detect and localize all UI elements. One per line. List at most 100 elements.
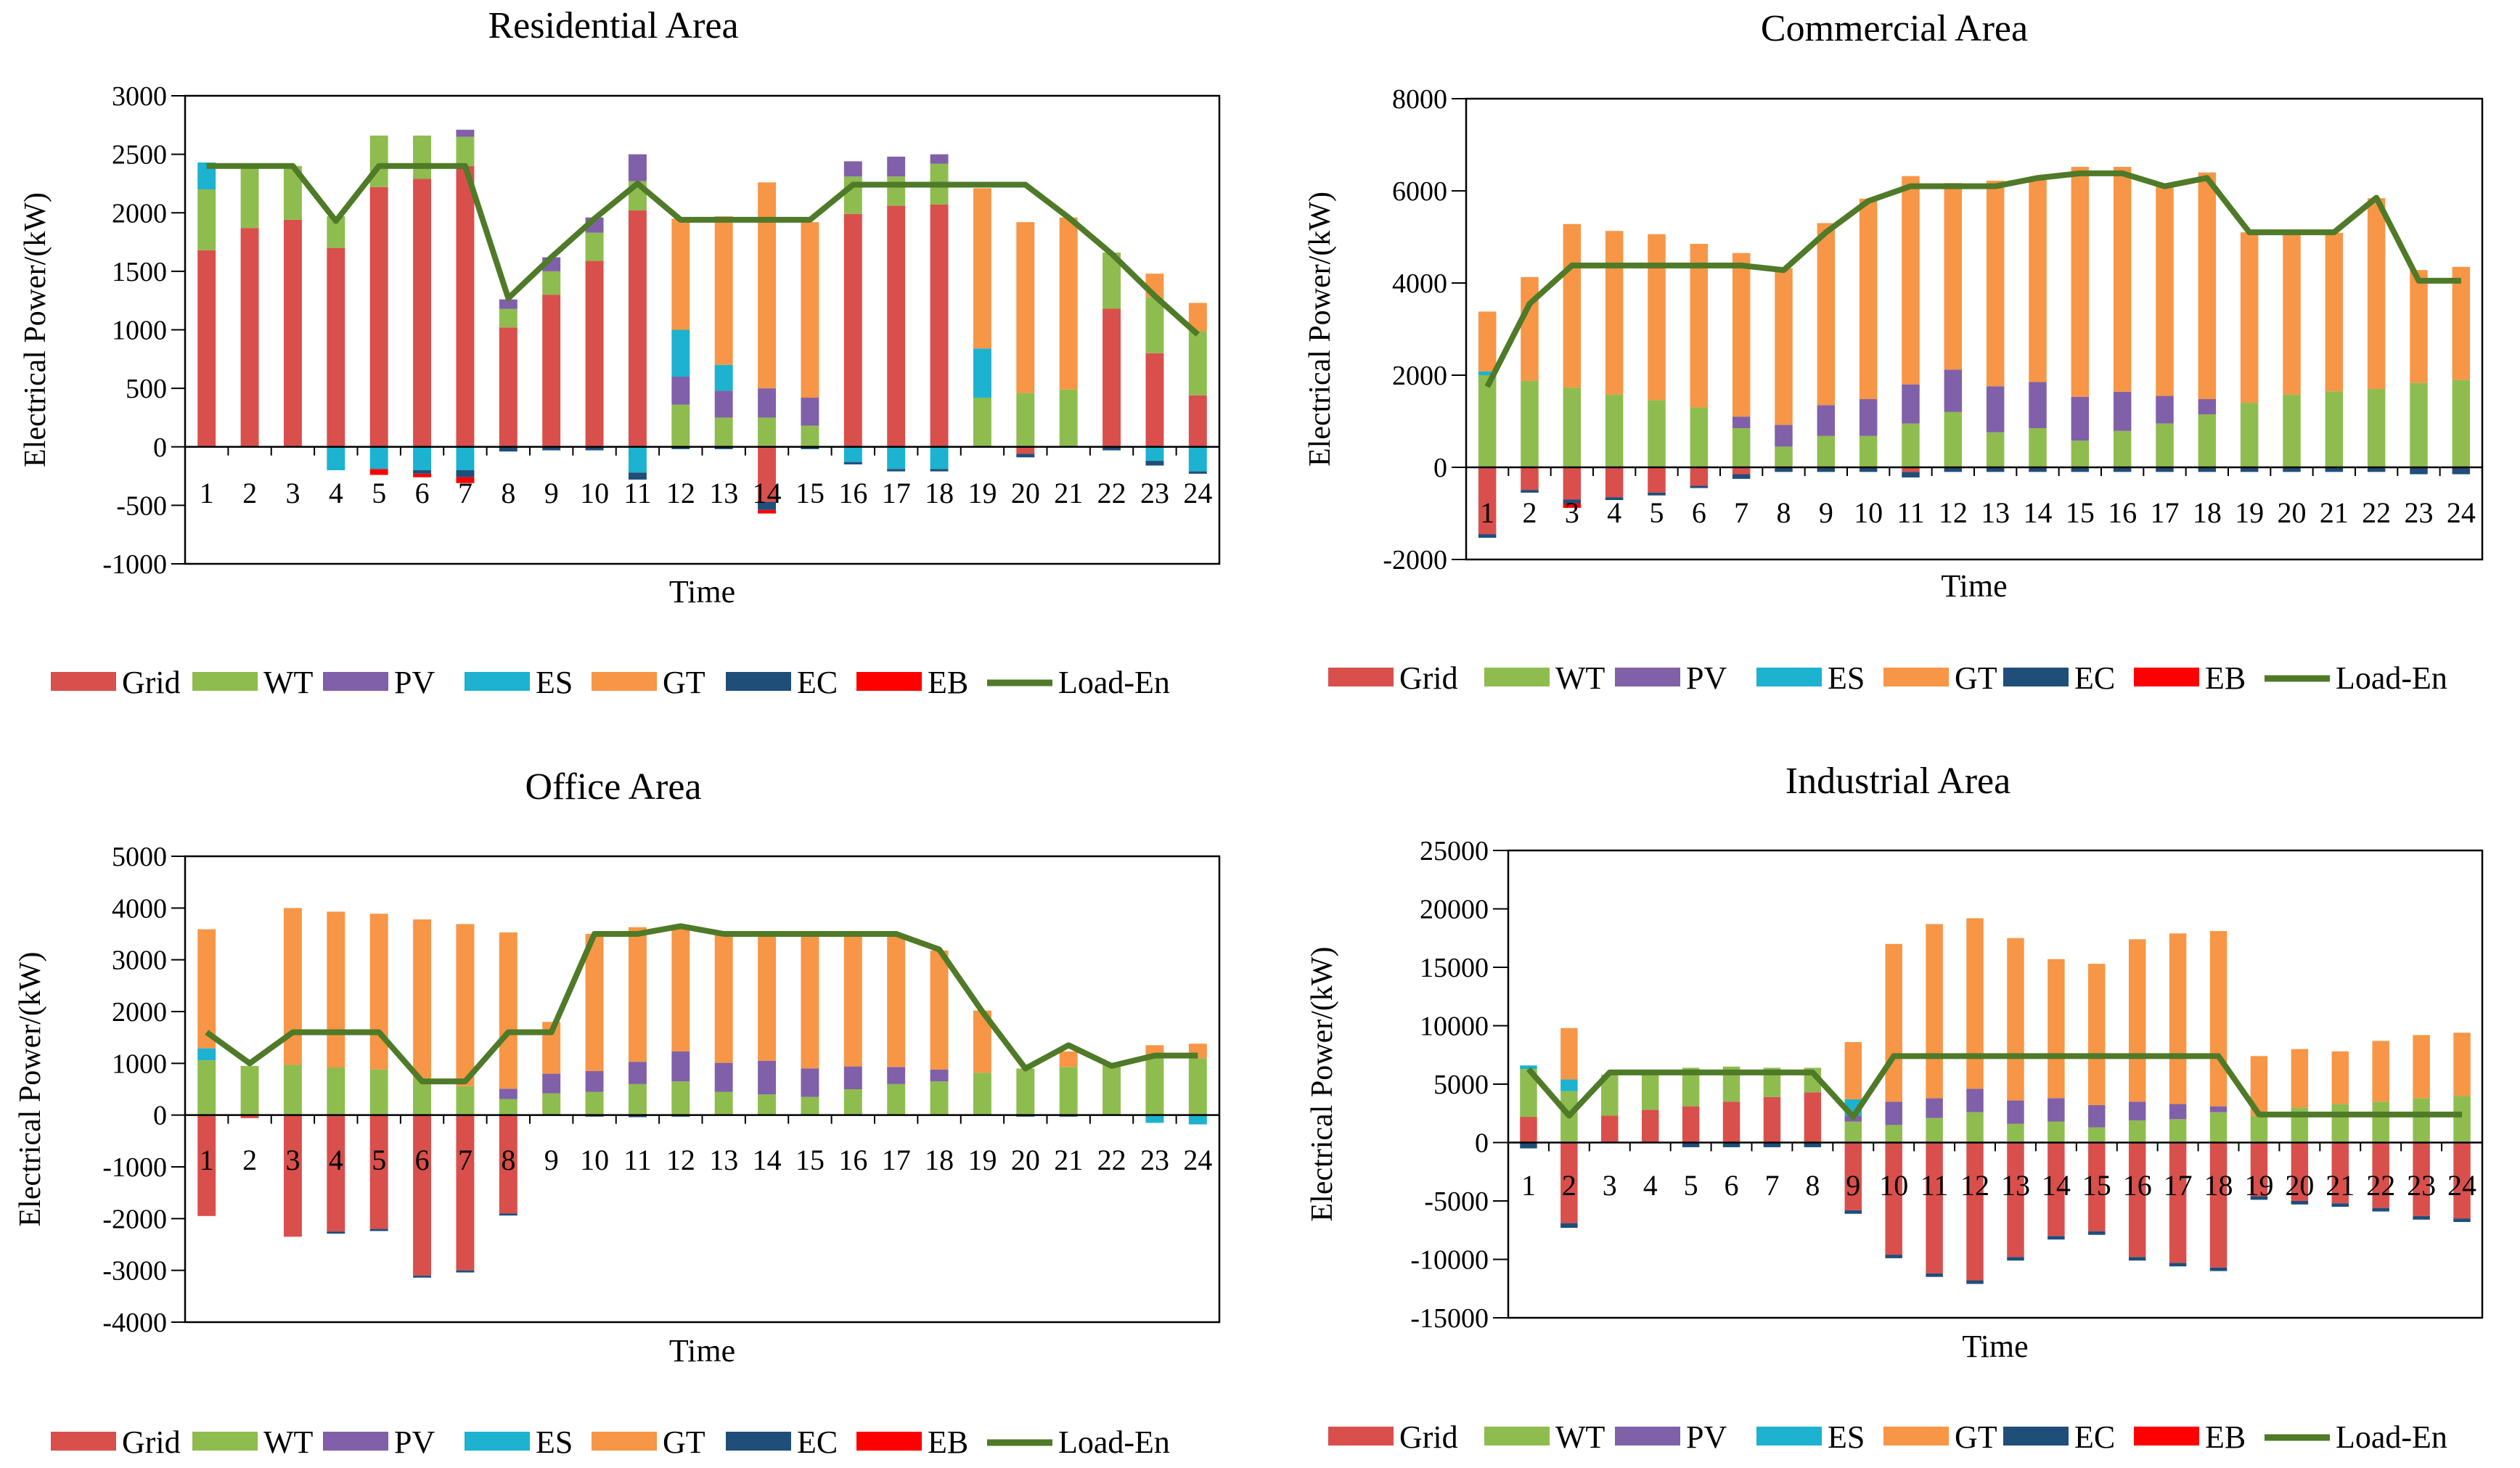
x-tick-label: 1 [200,477,214,509]
legend-item-es: ES [1756,660,1865,696]
legend-label-es: ES [1828,1419,1865,1455]
bar-wt-23 [2413,1098,2430,1143]
bar-es-5 [369,446,388,469]
bar-pv-16 [843,161,862,177]
bar-wt-23 [1145,1058,1164,1115]
legend-label-es: ES [1828,660,1865,696]
x-tick-label: 16 [2123,1169,2152,1202]
y-tick-label: -15000 [1410,1303,1489,1334]
bar-gt-11 [1926,924,1943,1099]
bar-grid-7 [1732,467,1751,475]
bar-grid-11 [1926,1142,1943,1274]
bars [1478,166,2471,538]
bar-wt-24 [2453,1096,2471,1143]
x-tick-label: 1 [1521,1169,1536,1202]
x-tick-label: 5 [1650,496,1664,529]
legend-item-eb: EB [856,1424,968,1460]
bar-wt-9 [1817,435,1836,467]
x-tick-label: 11 [1920,1169,1949,1202]
bar-gt-15 [2088,964,2106,1105]
bar-ec-16 [2113,467,2132,472]
bar-grid-9 [542,295,561,447]
legend-label-wt: WT [1555,660,1605,696]
bar-grid-11 [628,210,647,447]
legend-item-gt: GT [1883,1419,1997,1455]
bar-ec-8 [499,446,518,452]
bar-es-7 [456,446,475,470]
bar-es-24 [1188,1115,1207,1125]
bar-gt-18 [2209,931,2228,1107]
legend-label-es: ES [536,1424,573,1460]
bar-pv-13 [714,390,733,418]
bar-ec-23 [2413,1215,2430,1220]
bar-eb-3 [1563,503,1582,508]
bar-pv-12 [1966,1088,1984,1112]
bar-wt-3 [283,1065,302,1115]
bar-wt-11 [628,1083,647,1115]
bar-wt-20 [1016,1068,1035,1115]
bar-ec-17 [2169,1263,2187,1267]
legend-swatch-wt [1484,1427,1550,1446]
legend-item-load-en: Load-En [2265,660,2447,696]
bar-pv-18 [2209,1106,2228,1112]
bar-ec-6 [1690,485,1709,488]
legend-label-grid: Grid [1399,1419,1458,1455]
legend-item-load-en: Load-En [987,1424,1170,1460]
x-tick-label: 23 [2405,496,2434,529]
y-tick-label: 4000 [1392,268,1447,299]
legend-swatch-es [465,1432,530,1451]
legend-swatch-wt [192,672,258,691]
x-tick-label: 8 [1805,1169,1820,1202]
x-tick-label: 17 [882,1144,911,1176]
legend-item-grid: Grid [51,665,181,700]
x-tick-label: 4 [1643,1169,1658,1202]
legend-label-load-en: Load-En [1058,665,1170,700]
bar-wt-6 [1690,407,1709,467]
x-tick-label: 4 [329,1144,343,1176]
x-tick-label: 1 [1480,496,1494,529]
x-tick-label: 15 [795,1144,825,1176]
x-tick-label: 4 [1607,496,1621,529]
bar-grid-7 [1763,1096,1781,1143]
bar-wt-6 [1722,1066,1740,1102]
bar-grid-2 [240,1115,259,1118]
bar-gt-19 [973,188,991,349]
x-tick-label: 8 [501,477,515,509]
x-tick-label: 20 [1011,477,1040,509]
bar-wt-14 [2029,428,2047,467]
bar-gt-14 [2048,959,2065,1099]
y-tick-label: -5000 [1424,1186,1489,1217]
bar-ec-19 [2240,467,2259,472]
legend-label-wt: WT [263,1424,314,1460]
bar-wt-3 [1563,387,1582,467]
bar-gt-4 [327,911,345,1068]
legend-swatch-ec [2003,1427,2069,1446]
bar-wt-5 [369,135,388,187]
bar-gt-7 [456,924,475,1086]
legend-swatch-eb [856,672,922,691]
bar-wt-1 [1478,375,1497,467]
bar-gt-8 [1775,268,1793,425]
legend-swatch-wt [1484,668,1550,686]
x-tick-label: 24 [2447,496,2476,529]
x-tick-label: 14 [2024,496,2053,529]
y-tick-label: 2000 [112,198,167,229]
bar-eb-14 [758,509,777,514]
bar-wt-9 [542,1093,561,1115]
bar-gt-3 [283,908,302,1065]
bar-grid-6 [1690,467,1709,486]
bar-wt-21 [2331,1104,2349,1143]
bar-ec-11 [1926,1273,1943,1277]
bar-ec-5 [1648,492,1666,496]
legend-label-eb: EB [2205,1419,2246,1455]
bar-ec-19 [2250,1196,2268,1200]
line-load-en [1526,1053,2463,1120]
bar-pv-11 [1902,384,1920,424]
legend-label-pv: PV [394,665,435,700]
legend-swatch-eb [856,1432,922,1451]
legend-swatch-ec [2003,668,2069,686]
bar-gt-18 [2198,172,2217,400]
legend-item-load-en: Load-En [2265,1419,2447,1455]
bar-grid-3 [1601,1115,1619,1143]
bar-ec-14 [758,501,777,510]
